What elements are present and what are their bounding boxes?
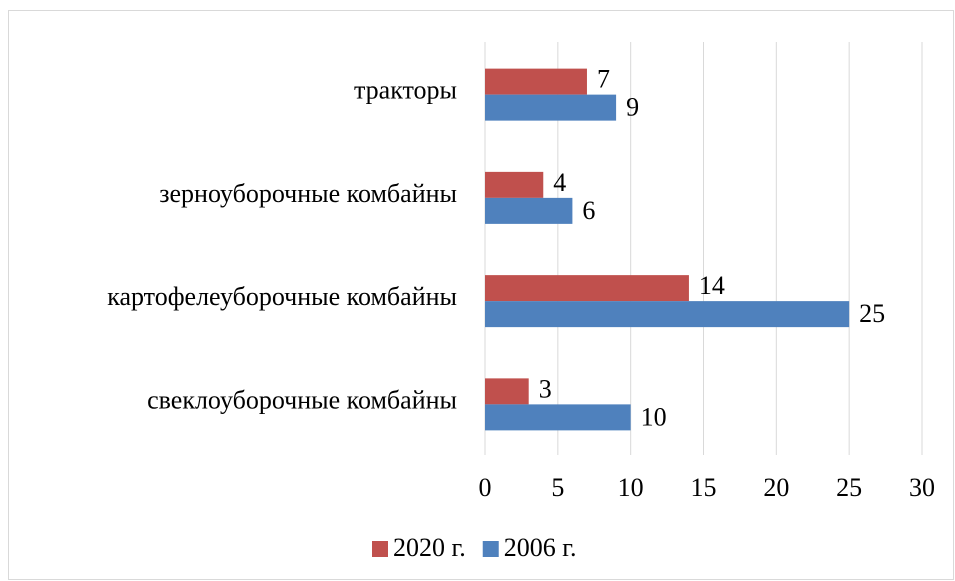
bar [485, 404, 631, 431]
x-tick-label: 0 [479, 473, 492, 502]
x-tick-label: 15 [691, 473, 717, 502]
y-tick-label: зерноуборочные комбайны [159, 179, 457, 208]
chart-border [8, 10, 954, 580]
bar [485, 378, 529, 405]
data-label: 7 [597, 65, 610, 94]
y-tick-label: тракторы [354, 76, 457, 105]
bar [485, 94, 617, 121]
x-tick-label: 20 [763, 473, 789, 502]
x-tick-label: 10 [618, 473, 644, 502]
data-label: 14 [699, 271, 725, 300]
x-tick-label: 25 [836, 473, 862, 502]
y-tick-label: свеклоуборочные комбайны [147, 385, 457, 414]
x-tick-label: 30 [909, 473, 935, 502]
bar [485, 197, 573, 224]
bar [485, 171, 544, 198]
legend-label: 2020 г. [393, 533, 466, 562]
data-label: 9 [626, 93, 639, 122]
bar [485, 68, 587, 95]
data-label: 25 [859, 299, 885, 328]
bar [485, 275, 689, 302]
y-tick-label: картофелеуборочные комбайны [107, 282, 457, 311]
data-label: 6 [582, 196, 595, 225]
data-label: 10 [641, 402, 667, 431]
legend-swatch [372, 541, 388, 557]
data-label: 4 [553, 168, 566, 197]
legend-label: 2006 г. [504, 533, 577, 562]
x-tick-label: 5 [551, 473, 564, 502]
data-label: 3 [539, 374, 552, 403]
bar [485, 301, 850, 328]
legend-swatch [482, 541, 499, 557]
